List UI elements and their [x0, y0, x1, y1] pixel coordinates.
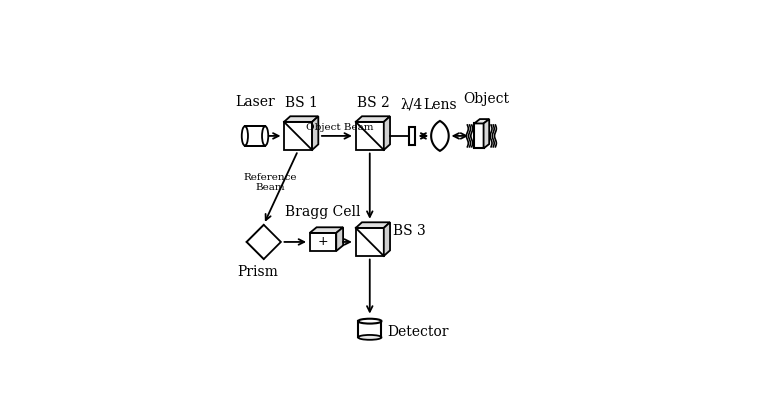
- Ellipse shape: [242, 126, 248, 145]
- Polygon shape: [356, 222, 390, 228]
- Bar: [409, 127, 415, 145]
- Ellipse shape: [262, 126, 268, 145]
- Text: Detector: Detector: [387, 325, 449, 339]
- Bar: [245, 126, 265, 145]
- Polygon shape: [356, 116, 390, 122]
- Text: Bragg Cell: Bragg Cell: [285, 205, 361, 219]
- Ellipse shape: [358, 335, 381, 340]
- Text: +: +: [318, 235, 328, 248]
- Ellipse shape: [358, 319, 381, 324]
- Polygon shape: [246, 225, 281, 259]
- Polygon shape: [475, 119, 489, 124]
- Bar: [358, 321, 381, 337]
- Text: Object: Object: [463, 92, 509, 106]
- Polygon shape: [284, 116, 318, 122]
- Bar: [356, 228, 384, 256]
- Bar: [475, 124, 484, 148]
- Text: λ/4: λ/4: [401, 98, 423, 112]
- Polygon shape: [431, 121, 449, 151]
- Bar: [284, 122, 312, 150]
- Text: Object Beam: Object Beam: [306, 123, 374, 132]
- Polygon shape: [384, 116, 390, 150]
- Polygon shape: [384, 222, 390, 256]
- Bar: [356, 122, 384, 150]
- Text: Reference
Beam: Reference Beam: [243, 173, 296, 192]
- Text: Prism: Prism: [237, 265, 278, 279]
- Text: Lens: Lens: [423, 98, 457, 112]
- Bar: [310, 233, 337, 251]
- Text: BS 3: BS 3: [393, 224, 426, 238]
- Polygon shape: [484, 119, 489, 148]
- Text: Laser: Laser: [235, 96, 275, 109]
- Text: BS 1: BS 1: [285, 96, 318, 110]
- Polygon shape: [337, 227, 343, 251]
- Polygon shape: [310, 227, 343, 233]
- Polygon shape: [312, 116, 318, 150]
- Text: BS 2: BS 2: [357, 96, 390, 110]
